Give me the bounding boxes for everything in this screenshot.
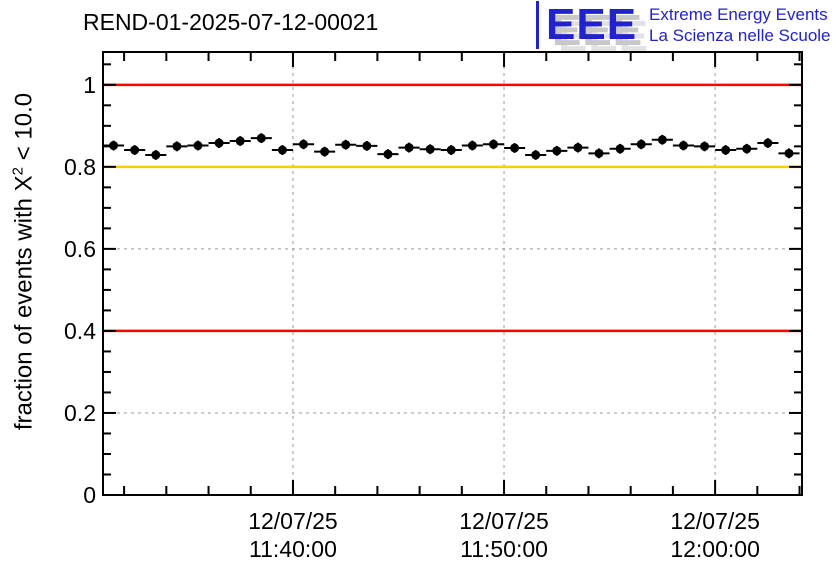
data-point-marker bbox=[657, 135, 667, 145]
data-point-marker bbox=[172, 141, 182, 151]
data-point-marker bbox=[742, 144, 752, 154]
y-tick-label: 0.6 bbox=[64, 236, 96, 262]
data-point-marker bbox=[320, 147, 330, 157]
data-point-marker bbox=[446, 145, 456, 155]
x-tick-date-label: 12/07/25 bbox=[459, 508, 549, 534]
y-tick-label: 0 bbox=[83, 482, 96, 508]
data-point-marker bbox=[341, 140, 351, 150]
eee-logo-line1: Extreme Energy Events bbox=[649, 5, 828, 24]
data-point-marker bbox=[510, 143, 520, 153]
data-point-marker bbox=[700, 141, 710, 151]
data-point-marker bbox=[214, 138, 224, 148]
chart-title: REND-01-2025-07-12-00021 bbox=[83, 9, 379, 35]
data-point-marker bbox=[721, 145, 731, 155]
data-point-marker bbox=[151, 150, 161, 160]
data-point-marker bbox=[488, 139, 498, 149]
data-point-marker bbox=[467, 141, 477, 151]
data-point-marker bbox=[193, 141, 203, 151]
data-point-marker bbox=[552, 146, 562, 156]
eee-logo-letters: EEE bbox=[546, 0, 638, 49]
eee-logo-text: Extreme Energy Events La Scienza nelle S… bbox=[649, 4, 830, 46]
data-point-marker bbox=[615, 144, 625, 154]
x-tick-date-label: 12/07/25 bbox=[670, 508, 760, 534]
data-point-marker bbox=[299, 139, 309, 149]
data-point-marker bbox=[784, 148, 794, 158]
eee-logo: EEE Extreme Energy Events La Scienza nel… bbox=[536, 1, 831, 49]
data-point-marker bbox=[404, 143, 414, 153]
data-point-marker bbox=[362, 141, 372, 151]
data-point-marker bbox=[383, 149, 393, 159]
data-point-marker bbox=[678, 141, 688, 151]
y-tick-label: 0.8 bbox=[64, 154, 96, 180]
data-point-marker bbox=[130, 145, 140, 155]
x-tick-time-label: 12:00:00 bbox=[670, 536, 760, 562]
x-tick-time-label: 11:40:00 bbox=[249, 536, 337, 562]
data-point-marker bbox=[235, 136, 245, 146]
y-tick-label: 1 bbox=[83, 72, 96, 98]
y-tick-label: 0.2 bbox=[64, 400, 96, 426]
data-point-marker bbox=[109, 141, 119, 151]
x-tick-time-label: 11:50:00 bbox=[460, 536, 548, 562]
eee-logo-line2: La Scienza nelle Scuole bbox=[649, 26, 831, 45]
data-point-marker bbox=[594, 148, 604, 158]
data-point-marker bbox=[425, 144, 435, 154]
data-point-marker bbox=[763, 138, 773, 148]
data-point-marker bbox=[277, 145, 287, 155]
y-tick-label: 0.4 bbox=[64, 318, 96, 344]
data-point-marker bbox=[531, 150, 541, 160]
data-point-marker bbox=[256, 133, 266, 143]
data-point-marker bbox=[573, 143, 583, 153]
x-tick-date-label: 12/07/25 bbox=[248, 508, 338, 534]
plot-frame bbox=[102, 51, 803, 496]
data-point-marker bbox=[636, 139, 646, 149]
